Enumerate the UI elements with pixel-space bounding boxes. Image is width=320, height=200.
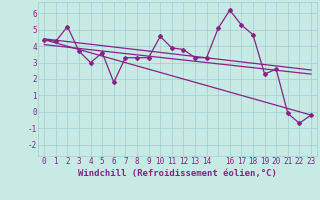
X-axis label: Windchill (Refroidissement éolien,°C): Windchill (Refroidissement éolien,°C) [78, 169, 277, 178]
